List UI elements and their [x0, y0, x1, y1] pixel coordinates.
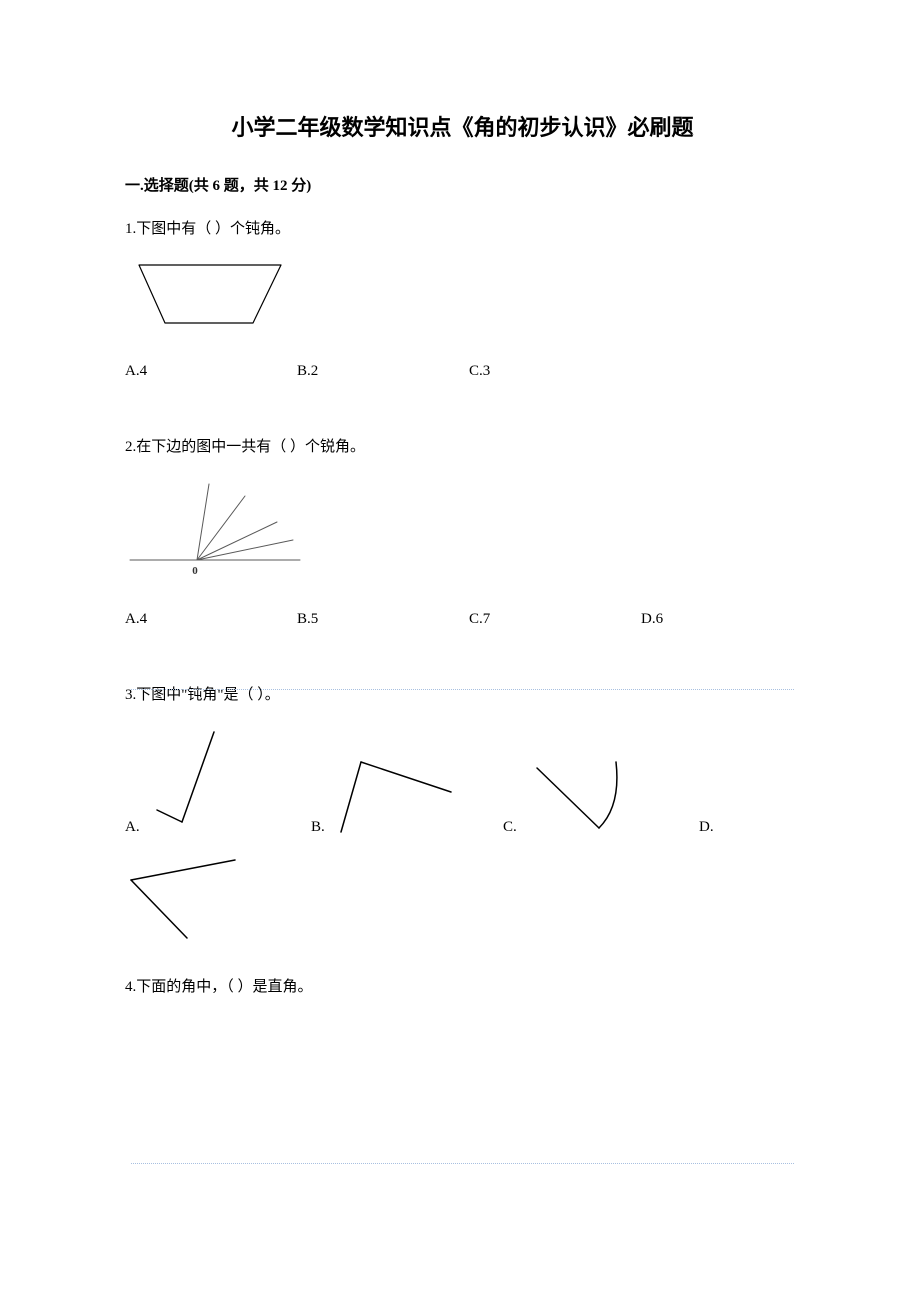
- q1-option: B.2: [297, 363, 318, 380]
- q1-text-span: 1.下图中有（ ）个钝角。: [125, 221, 290, 237]
- q1-trapezoid-svg: [125, 260, 295, 330]
- q3-option-label: B.: [311, 819, 325, 836]
- q2-text-span: 2.在下边的图中一共有（ ）个锐角。: [125, 439, 365, 455]
- q2-angle-fan-svg: 0: [125, 478, 303, 578]
- q1-option: C.3: [469, 363, 490, 380]
- q3-figures-row: A. B. C. D.: [125, 726, 800, 836]
- q3-option-label: A.: [125, 819, 140, 836]
- q3-figure-svg: [144, 726, 244, 836]
- q2-option: B.5: [297, 611, 318, 628]
- q3-text: 3.下图中"钝角"是（ ）。: [125, 683, 800, 704]
- q3-option-label: C.: [503, 819, 517, 836]
- q3-figure-d-svg: [125, 854, 245, 944]
- section-header-text: 一.选择题(共 6 题，共 12 分): [125, 178, 311, 194]
- page-title: 小学二年级数学知识点《角的初步认识》必刷题: [125, 110, 800, 142]
- faded-line-2: [131, 1163, 794, 1164]
- q2-text: 2.在下边的图中一共有（ ）个锐角。: [125, 435, 800, 456]
- title-text: 小学二年级数学知识点《角的初步认识》必刷题: [231, 115, 693, 140]
- svg-text:0: 0: [192, 565, 198, 577]
- q2-options: A.4 B.5 C.7 D.6: [125, 611, 800, 631]
- q2-option: D.6: [641, 611, 663, 628]
- q2-option: C.7: [469, 611, 490, 628]
- q1-options: A.4 B.2 C.3: [125, 363, 800, 383]
- q3-figure-svg: [329, 756, 457, 836]
- q2-option: A.4: [125, 611, 147, 628]
- q3-figure-d-wrap: [125, 854, 800, 949]
- faded-line-1: [131, 689, 794, 690]
- q1-text: 1.下图中有（ ）个钝角。: [125, 217, 800, 238]
- section-header: 一.选择题(共 6 题，共 12 分): [125, 174, 800, 195]
- q3-figure-item: B.: [311, 756, 503, 836]
- q3-figure-item: C.: [503, 756, 699, 836]
- q1-figure: [125, 260, 800, 335]
- q3-option-label: D.: [699, 819, 714, 836]
- q4-text-span: 4.下面的角中，（ ）是直角。: [125, 979, 313, 995]
- q3-figure-svg: [521, 756, 631, 836]
- q1-option: A.4: [125, 363, 147, 380]
- q3-figure-item: A.: [125, 726, 311, 836]
- q4-text: 4.下面的角中，（ ）是直角。: [125, 975, 800, 996]
- q2-figure: 0: [125, 478, 800, 583]
- q3-figure-item: D.: [699, 819, 739, 836]
